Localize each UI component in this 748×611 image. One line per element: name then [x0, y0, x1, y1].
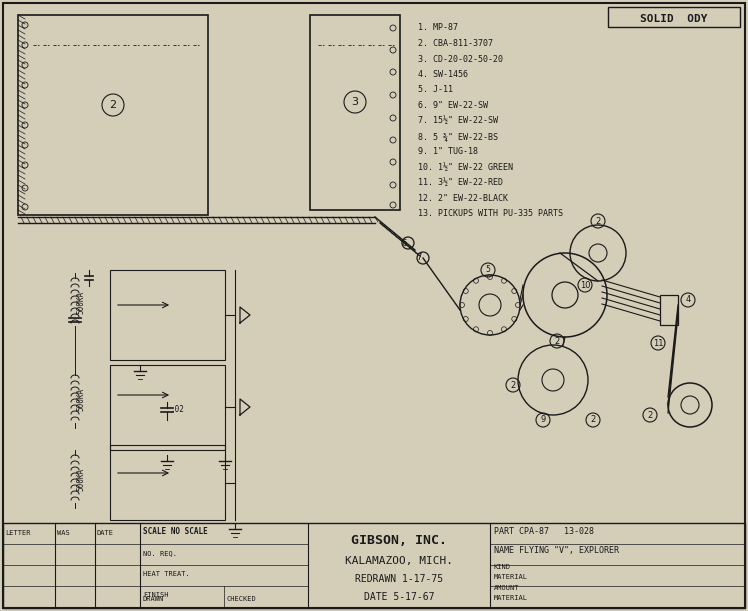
Text: 2. CBA-811-3707: 2. CBA-811-3707	[418, 39, 493, 48]
Text: 4. SW-1456: 4. SW-1456	[418, 70, 468, 79]
Text: 6: 6	[402, 238, 407, 247]
Text: 5: 5	[485, 266, 491, 274]
Bar	[608, 7, 740, 27]
Text: CHECKED: CHECKED	[227, 596, 257, 602]
Text: SOLID  ODY: SOLID ODY	[640, 14, 708, 24]
Text: 2: 2	[647, 411, 652, 420]
Text: NAME FLYING "V", EXPLORER: NAME FLYING "V", EXPLORER	[494, 546, 619, 555]
Text: 13. PICKUPS WITH PU-335 PARTS: 13. PICKUPS WITH PU-335 PARTS	[418, 210, 563, 219]
Text: 9: 9	[540, 415, 545, 425]
Text: KALAMAZOO, MICH.: KALAMAZOO, MICH.	[345, 556, 453, 566]
Text: 12. 2" EW-22-BLACK: 12. 2" EW-22-BLACK	[418, 194, 508, 203]
Text: 500KA: 500KA	[76, 290, 85, 313]
Text: 500KA: 500KA	[76, 467, 85, 491]
Text: 11. 3½" EW-22-RED: 11. 3½" EW-22-RED	[418, 178, 503, 188]
Text: LETTER: LETTER	[5, 530, 31, 536]
Text: 2: 2	[595, 216, 601, 225]
Text: 10: 10	[580, 280, 590, 290]
Bar	[110, 445, 225, 520]
Text: MATERIAL: MATERIAL	[494, 574, 528, 580]
Text: 2: 2	[554, 337, 560, 345]
Text: 2: 2	[510, 381, 515, 389]
Text: NO. REQ.: NO. REQ.	[143, 550, 177, 556]
Text: DATE 5-17-67: DATE 5-17-67	[364, 592, 435, 602]
Text: WAS: WAS	[57, 530, 70, 536]
Text: DATE: DATE	[97, 530, 114, 536]
Text: 1. MP-87: 1. MP-87	[418, 23, 458, 32]
Text: 9. 1" TUG-18: 9. 1" TUG-18	[418, 147, 478, 156]
Bar	[310, 15, 400, 210]
Bar	[3, 523, 745, 608]
Bar	[110, 270, 225, 360]
Text: AMOUNT: AMOUNT	[494, 585, 520, 591]
Text: DRAWN: DRAWN	[143, 596, 165, 602]
Text: 4: 4	[685, 296, 690, 304]
Text: SCALE NO SCALE: SCALE NO SCALE	[143, 527, 208, 536]
Bar	[110, 365, 225, 450]
Text: 5. J-11: 5. J-11	[418, 86, 453, 95]
Text: 500KA: 500KA	[76, 387, 85, 411]
Text: 2: 2	[109, 100, 117, 110]
Bar	[18, 15, 208, 215]
Bar	[660, 295, 678, 325]
Text: 11: 11	[653, 338, 663, 348]
Text: 3: 3	[352, 97, 358, 107]
Text: 7. 15½" EW-22-SW: 7. 15½" EW-22-SW	[418, 117, 498, 125]
Text: 8. 5 ¾" EW-22-BS: 8. 5 ¾" EW-22-BS	[418, 132, 498, 141]
Text: 10. 1½" EW-22 GREEN: 10. 1½" EW-22 GREEN	[418, 163, 513, 172]
Text: 2: 2	[590, 415, 595, 425]
Text: 6. 9" EW-22-SW: 6. 9" EW-22-SW	[418, 101, 488, 110]
Text: GIBSON, INC.: GIBSON, INC.	[351, 535, 447, 547]
Text: HEAT TREAT.: HEAT TREAT.	[143, 571, 190, 577]
Text: REDRAWN 1-17-75: REDRAWN 1-17-75	[355, 574, 443, 584]
Text: .02: .02	[170, 406, 184, 414]
Text: MATERIAL: MATERIAL	[494, 595, 528, 601]
Text: PART CPA-87   13-028: PART CPA-87 13-028	[494, 527, 594, 536]
Text: FINISH: FINISH	[143, 592, 168, 598]
Text: KIND: KIND	[494, 564, 511, 570]
Text: 3. CD-20-02-50-20: 3. CD-20-02-50-20	[418, 54, 503, 64]
Text: 7: 7	[417, 254, 422, 263]
